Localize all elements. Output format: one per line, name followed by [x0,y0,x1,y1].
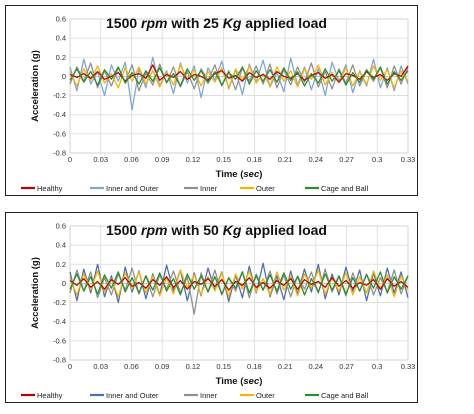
x-tick-label: 0.18 [247,155,262,164]
y-tick-label: -0.8 [53,149,66,158]
legend-item: Cage and Ball [305,184,368,193]
text-part: sec [243,169,260,180]
text-part: Kg [223,15,242,31]
plot-area [69,18,409,154]
text-part: 1500 [106,15,141,31]
chart-svg: 0.60.40.20-0.2-0.4-0.6-0.80 0.03 0.06 0.09 0… [21,222,416,400]
x-tick-label: 0.03 [93,155,108,164]
legend-label: Cage and Ball [321,391,368,400]
legend-label: Healthy [37,184,63,193]
text-part: ) [259,376,262,387]
chart-title: 1500 rpm with 25 Kg applied load [106,15,327,31]
text-part: with 50 [168,222,223,238]
x-axis-label: Time (sec) [216,169,263,180]
chart-panel-50kg: 0.6 0.4 0.2 0 -0.2 -0.4 -0.6 -0.8 0 0.03 0.06 0.09 0… [5,212,418,403]
x-tick-label: 0.06 [124,362,139,371]
legend-label: Inner [200,184,218,193]
legend-item: Inner [184,184,218,193]
text-part: applied load [241,15,327,31]
chart-svg: 0.60.40.20-0.2-0.4-0.6-0.80 0.03 0.06 0.09 0… [21,15,416,193]
legend-label: Inner and Outer [106,184,159,193]
x-tick-label: 0.27 [339,362,354,371]
x-tick-label: 0.33 [401,155,416,164]
legend-item: Inner and Outer [90,184,159,193]
text-part: 1500 [106,222,141,238]
legend-item: Outer [240,184,275,193]
y-tick-label: 0.4 [56,241,66,250]
y-tick-label: -0.2 [53,91,66,100]
x-tick-label: 0.3 [372,362,382,371]
x-tick-label: 0.33 [401,362,416,371]
legend-item: Cage and Ball [305,391,368,400]
y-axis-label: Acceleration (g) [30,257,41,329]
text-part: rpm [141,222,167,238]
x-tick-label: 0 [68,362,72,371]
legend-item: Healthy [21,184,63,193]
text-part: rpm [141,15,167,31]
chart-title: 1500 rpm with 50 Kg applied load [106,222,327,238]
legend-label: Outer [256,184,275,193]
text-part: sec [243,376,260,387]
text-part: applied load [241,222,327,238]
legend-label: Inner and Outer [106,391,159,400]
chart-panel-25kg: 0.6 0.4 0.2 0 -0.2 -0.4 -0.6 -0.8 0 0.03 0.06 0.09 0… [5,5,418,196]
y-tick-label: -0.2 [53,298,66,307]
y-tick-label: -0.4 [53,317,66,326]
y-tick-label: 0.6 [56,15,66,24]
x-tick-label: 0.09 [155,155,170,164]
legend-item: Healthy [21,391,63,400]
x-tick-label: 0.18 [247,362,262,371]
y-tick-label: -0.6 [53,336,66,345]
series-line-inner-and-outer [69,56,409,111]
x-tick-label: 0.21 [278,362,293,371]
y-axis-label: Acceleration (g) [30,50,41,122]
legend-label: Healthy [37,391,63,400]
series-line-cage-and-ball [69,271,409,296]
x-tick-label: 0.3 [372,155,382,164]
x-tick-label: 0.21 [278,155,293,164]
x-tick-label: 0.03 [93,362,108,371]
text-part: Time ( [216,169,245,180]
text-part: Kg [223,222,242,238]
x-tick-label: 0.15 [216,155,231,164]
x-tick-label: 0.24 [309,362,324,371]
legend-label: Cage and Ball [321,184,368,193]
legend-item: Inner [184,391,218,400]
x-tick-label: 0.24 [309,155,324,164]
text-part: Time ( [216,376,245,387]
text-part: ) [259,169,262,180]
x-tick-label: 0.12 [186,155,201,164]
series-line-cage-and-ball [69,66,409,87]
y-tick-label: -0.4 [53,110,66,119]
x-tick-label: 0.06 [124,155,139,164]
y-tick-label: 0 [62,72,66,81]
x-tick-label: 0 [68,155,72,164]
y-tick-label: 0.2 [56,53,66,62]
legend-item: Outer [240,391,275,400]
y-tick-label: 0.6 [56,222,66,231]
y-tick-label: 0 [62,279,66,288]
plot-area [69,225,409,361]
x-tick-label: 0.12 [186,362,201,371]
x-tick-label: 0.09 [155,362,170,371]
x-tick-label: 0.27 [339,155,354,164]
y-tick-label: -0.6 [53,129,66,138]
legend-label: Inner [200,391,218,400]
series-line-healthy [69,276,409,291]
y-tick-label: 0.2 [56,260,66,269]
series-line-outer [69,64,409,89]
legend-item: Inner and Outer [90,391,159,400]
legend-label: Outer [256,391,275,400]
x-axis-label: Time (sec) [216,376,263,387]
x-tick-label: 0.15 [216,362,231,371]
y-tick-label: -0.8 [53,356,66,365]
y-tick-label: 0.4 [56,34,66,43]
text-part: with 25 [168,15,223,31]
